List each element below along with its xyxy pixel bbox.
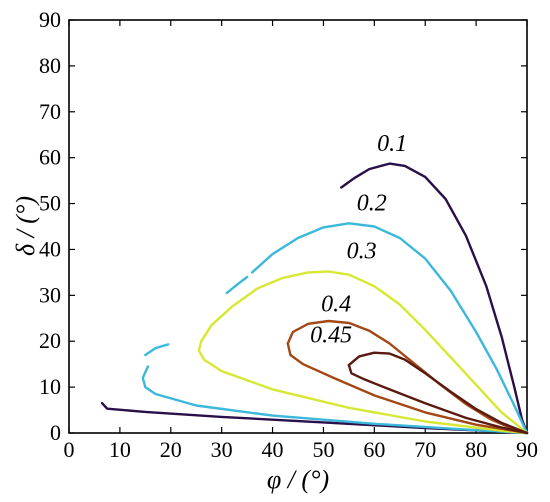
x-tick-label: 0 bbox=[64, 437, 75, 462]
x-tick-label: 70 bbox=[414, 437, 436, 462]
x-tick-label: 40 bbox=[262, 437, 284, 462]
y-tick-label: 20 bbox=[39, 328, 61, 353]
series-line-0_2-seg3 bbox=[141, 365, 529, 435]
x-tick-label: 60 bbox=[363, 437, 385, 462]
series-layer bbox=[100, 162, 529, 435]
y-tick-label: 60 bbox=[39, 145, 61, 170]
plot-frame bbox=[68, 19, 528, 434]
series-line-0_2-seg0 bbox=[144, 343, 170, 357]
x-tick-label: 80 bbox=[465, 437, 487, 462]
x-tick-label: 10 bbox=[109, 437, 131, 462]
y-tick-label: 10 bbox=[39, 374, 61, 399]
x-tick-label: 30 bbox=[211, 437, 233, 462]
y-tick-label: 30 bbox=[39, 282, 61, 307]
curve-label: 0.45 bbox=[310, 323, 352, 349]
y-tick-label: 90 bbox=[39, 7, 61, 32]
series-line-0_2-seg1 bbox=[225, 275, 249, 295]
series-0_1 bbox=[100, 162, 529, 435]
y-tick-label: 80 bbox=[39, 53, 61, 78]
y-tick-label: 0 bbox=[50, 420, 61, 445]
y-tick-label: 50 bbox=[39, 191, 61, 216]
y-tick-label: 70 bbox=[39, 99, 61, 124]
series-0_45 bbox=[347, 351, 529, 435]
series-line-0_3-seg0 bbox=[197, 340, 529, 435]
y-axis-label: δ / (°) bbox=[11, 196, 40, 256]
series-0_2 bbox=[141, 222, 529, 435]
y-tick-label: 40 bbox=[39, 236, 61, 261]
curve-label: 0.1 bbox=[377, 131, 407, 157]
series-line-0_45-seg0 bbox=[347, 351, 529, 435]
annotation-layer: 0.1 0.2 0.3 0.4 0.45 bbox=[310, 131, 407, 349]
series-line-0_2-seg2 bbox=[251, 222, 529, 435]
series-line-0_45-seg1 bbox=[347, 363, 529, 435]
x-tick-label: 50 bbox=[312, 437, 334, 462]
series-line-0_1-seg0 bbox=[340, 162, 529, 435]
curve-label: 0.2 bbox=[357, 190, 387, 216]
series-0_4 bbox=[286, 319, 529, 435]
curve-label: 0.3 bbox=[347, 239, 377, 265]
series-line-0_3-seg1 bbox=[200, 270, 529, 435]
x-tick-label: 90 bbox=[516, 437, 538, 462]
series-line-0_4-seg0 bbox=[286, 319, 529, 435]
x-axis-label: φ / (°) bbox=[267, 465, 329, 494]
curve-label: 0.4 bbox=[321, 291, 351, 317]
ticks-layer: 0 10 20 30 40 50 60 70 80 90 0 10 20 30 40 50 60 70 80 90 bbox=[39, 7, 538, 462]
series-line-0_4-seg1 bbox=[286, 342, 529, 435]
x-tick-label: 20 bbox=[160, 437, 182, 462]
series-0_3 bbox=[197, 270, 529, 435]
